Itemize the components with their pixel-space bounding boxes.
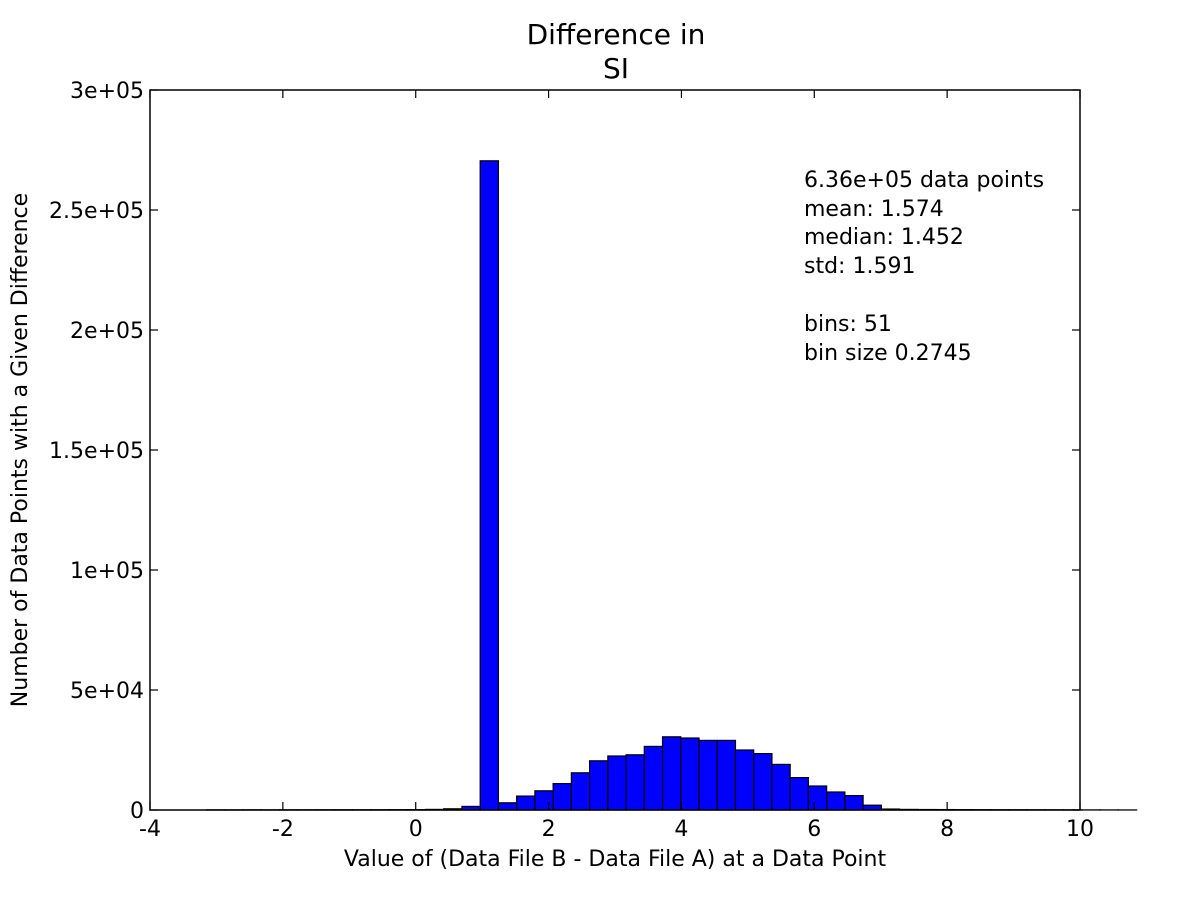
annotation-line-7: bin size 0.2745	[804, 341, 972, 366]
histogram-bar	[479, 160, 500, 811]
x-tick-label: 0	[409, 817, 423, 842]
histogram-bar	[844, 794, 864, 811]
histogram-bar	[698, 739, 718, 811]
y-axis-label: Number of Data Points with a Given Diffe…	[8, 193, 33, 707]
x-axis-label: Value of (Data File B - Data File A) at …	[344, 847, 887, 872]
x-tick-label: 2	[542, 817, 556, 842]
y-tick-label: 3e+05	[70, 79, 144, 104]
histogram-bar	[734, 749, 755, 811]
y-tick-label: 2.5e+05	[49, 199, 144, 224]
histogram-bars	[206, 160, 1138, 811]
x-tick-label: -2	[272, 817, 294, 842]
histogram-bar	[789, 776, 810, 811]
y-tick-label: 2e+05	[70, 319, 144, 344]
histogram-bar	[552, 782, 572, 811]
histogram-bar	[771, 763, 791, 811]
x-tick-label: 8	[940, 817, 954, 842]
y-tick-label: 1.5e+05	[49, 439, 144, 464]
y-axis-ticks: 0 5e+04 1e+05 1.5e+05 2e+05 2.5e+05 3e+05	[49, 79, 1080, 824]
chart-title-line-1: Difference in	[527, 18, 706, 51]
histogram-bar	[826, 791, 846, 811]
histogram-bar	[570, 772, 591, 811]
x-tick-label: -4	[139, 817, 161, 842]
annotation-line-6: bins: 51	[804, 312, 892, 337]
annotation-line-2: mean: 1.574	[804, 197, 944, 222]
x-tick-label: 4	[674, 817, 688, 842]
histogram-bar	[534, 790, 554, 811]
x-axis-ticks: -4 -2 0 2 4 6 8 10	[139, 90, 1094, 842]
annotation-line-3: median: 1.452	[804, 225, 964, 250]
histogram-bar	[716, 739, 737, 811]
y-tick-label: 0	[130, 799, 144, 824]
histogram-bar	[643, 745, 664, 811]
histogram-bar	[661, 736, 682, 811]
histogram-bar	[516, 795, 536, 811]
stats-annotation: 6.36e+05 data points mean: 1.574 median:…	[804, 168, 1044, 366]
annotation-line-4: std: 1.591	[804, 254, 915, 279]
histogram-bar	[753, 752, 773, 811]
histogram-bar	[625, 754, 645, 811]
histogram-bar	[588, 760, 609, 811]
y-tick-label: 1e+05	[70, 559, 144, 584]
x-tick-label: 6	[807, 817, 821, 842]
x-tick-label: 10	[1066, 817, 1094, 842]
annotation-line-1: 6.36e+05 data points	[804, 168, 1044, 193]
histogram-bar	[607, 755, 627, 811]
histogram-bar	[680, 737, 700, 811]
chart-title-line-2: SI	[603, 52, 629, 85]
histogram-bar	[807, 785, 828, 811]
y-tick-label: 5e+04	[70, 679, 144, 704]
histogram-bar	[497, 802, 518, 811]
